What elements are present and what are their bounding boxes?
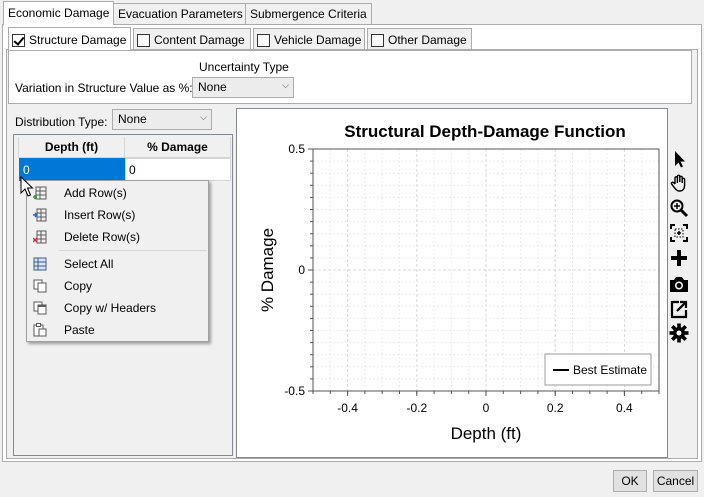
menu-item-insert-rows[interactable]: Insert Row(s) [27, 204, 208, 226]
x-tick-label: 0.4 [616, 401, 633, 415]
cancel-button[interactable]: Cancel [653, 470, 698, 492]
column-header-damage[interactable]: % Damage [125, 137, 231, 158]
grid-cell-damage[interactable]: 0 [125, 158, 231, 181]
menu-separator [59, 250, 207, 251]
uncertainty-group [8, 50, 692, 104]
menu-item-select-all[interactable]: Select All [27, 253, 208, 275]
content-damage-checkbox[interactable] [137, 33, 150, 47]
menu-item-label: Paste [64, 323, 95, 337]
menu-item-label: Copy w/ Headers [64, 301, 157, 315]
settings-gear-icon[interactable] [669, 323, 689, 343]
y-tick-label: 0.5 [288, 142, 305, 156]
menu-item-label: Delete Row(s) [64, 230, 141, 244]
tab-submergence-criteria[interactable]: Submergence Criteria [245, 3, 372, 24]
subtab-content-damage[interactable]: Content Damage [133, 28, 251, 49]
paste-icon [33, 323, 47, 337]
menu-item-label: Insert Row(s) [64, 208, 136, 222]
tab-economic-damage[interactable]: Economic Damage [3, 1, 115, 25]
add-point-icon[interactable] [669, 248, 689, 268]
depth-damage-chart: Structural Depth-Damage Function -0.4 -0.… [258, 122, 660, 443]
other-damage-checkbox[interactable] [371, 33, 384, 47]
x-tick-label: 0 [483, 401, 490, 415]
column-header-depth[interactable]: Depth (ft) [19, 137, 125, 158]
copy-with-headers-icon [33, 301, 47, 315]
chevron-down-icon: ⌵ [282, 80, 289, 90]
subtab-structure-damage[interactable]: Structure Damage [8, 27, 131, 50]
subtab-label: Structure Damage [29, 33, 127, 47]
subtab-vehicle-damage[interactable]: Vehicle Damage [253, 28, 365, 49]
distribution-selected-value: None [118, 112, 147, 126]
tab-evacuation-parameters[interactable]: Evacuation Parameters [113, 3, 248, 24]
select-all-icon [33, 257, 47, 271]
uncertainty-selected-value: None [198, 80, 227, 94]
legend-label-best-estimate: Best Estimate [573, 363, 647, 377]
vehicle-damage-checkbox[interactable] [257, 33, 270, 47]
menu-item-paste[interactable]: Paste [27, 319, 208, 341]
pointer-icon[interactable] [669, 149, 689, 169]
add-row-icon [33, 186, 47, 200]
pan-hand-icon[interactable] [669, 173, 689, 193]
distribution-type-label: Distribution Type: [15, 115, 108, 129]
mouse-cursor-icon [20, 176, 34, 197]
subtab-label: Content Damage [154, 33, 245, 47]
uncertainty-type-select[interactable]: None ⌵ [192, 77, 294, 98]
variation-label: Variation in Structure Value as %: [15, 81, 193, 95]
distribution-type-select[interactable]: None ⌵ [112, 109, 212, 130]
zoom-to-fit-icon[interactable] [669, 223, 689, 243]
menu-item-copy-with-headers[interactable]: Copy w/ Headers [27, 297, 208, 319]
chart-legend: Best Estimate [544, 353, 652, 386]
menu-item-label: Select All [64, 257, 114, 271]
y-tick-label: 0 [298, 263, 305, 277]
zoom-icon[interactable] [669, 198, 689, 218]
ok-button[interactable]: OK [613, 470, 647, 492]
y-axis-label: % Damage [258, 228, 277, 312]
menu-item-label: Add Row(s) [64, 186, 127, 200]
delete-row-icon [33, 230, 47, 244]
export-icon[interactable] [669, 299, 689, 319]
uncertainty-type-header: Uncertainty Type [199, 60, 289, 74]
grid-cell-depth[interactable]: 0 [19, 158, 125, 181]
menu-item-copy[interactable]: Copy [27, 275, 208, 297]
x-axis-label: Depth (ft) [451, 424, 522, 443]
chevron-down-icon: ⌵ [200, 112, 207, 122]
subtab-other-damage[interactable]: Other Damage [367, 28, 472, 49]
camera-icon[interactable] [669, 274, 689, 294]
subtab-label: Vehicle Damage [274, 33, 362, 47]
copy-icon [33, 279, 47, 293]
row-header-corner [15, 137, 19, 158]
x-tick-label: -0.4 [337, 401, 358, 415]
menu-item-add-rows[interactable]: Add Row(s) [27, 182, 208, 204]
insert-row-icon [33, 208, 47, 222]
x-tick-label: 0.2 [547, 401, 564, 415]
menu-item-label: Copy [64, 279, 93, 293]
grid-context-menu: Add Row(s) Insert Row(s) Delete Row(s) S… [26, 180, 209, 342]
x-tick-label: -0.2 [406, 401, 427, 415]
y-tick-label: -0.5 [284, 384, 305, 398]
chart-panel: Structural Depth-Damage Function -0.4 -0.… [236, 108, 668, 458]
subtab-label: Other Damage [388, 33, 467, 47]
menu-item-delete-rows[interactable]: Delete Row(s) [27, 226, 208, 248]
chart-title: Structural Depth-Damage Function [344, 122, 625, 141]
structure-damage-checkbox[interactable] [12, 33, 25, 47]
